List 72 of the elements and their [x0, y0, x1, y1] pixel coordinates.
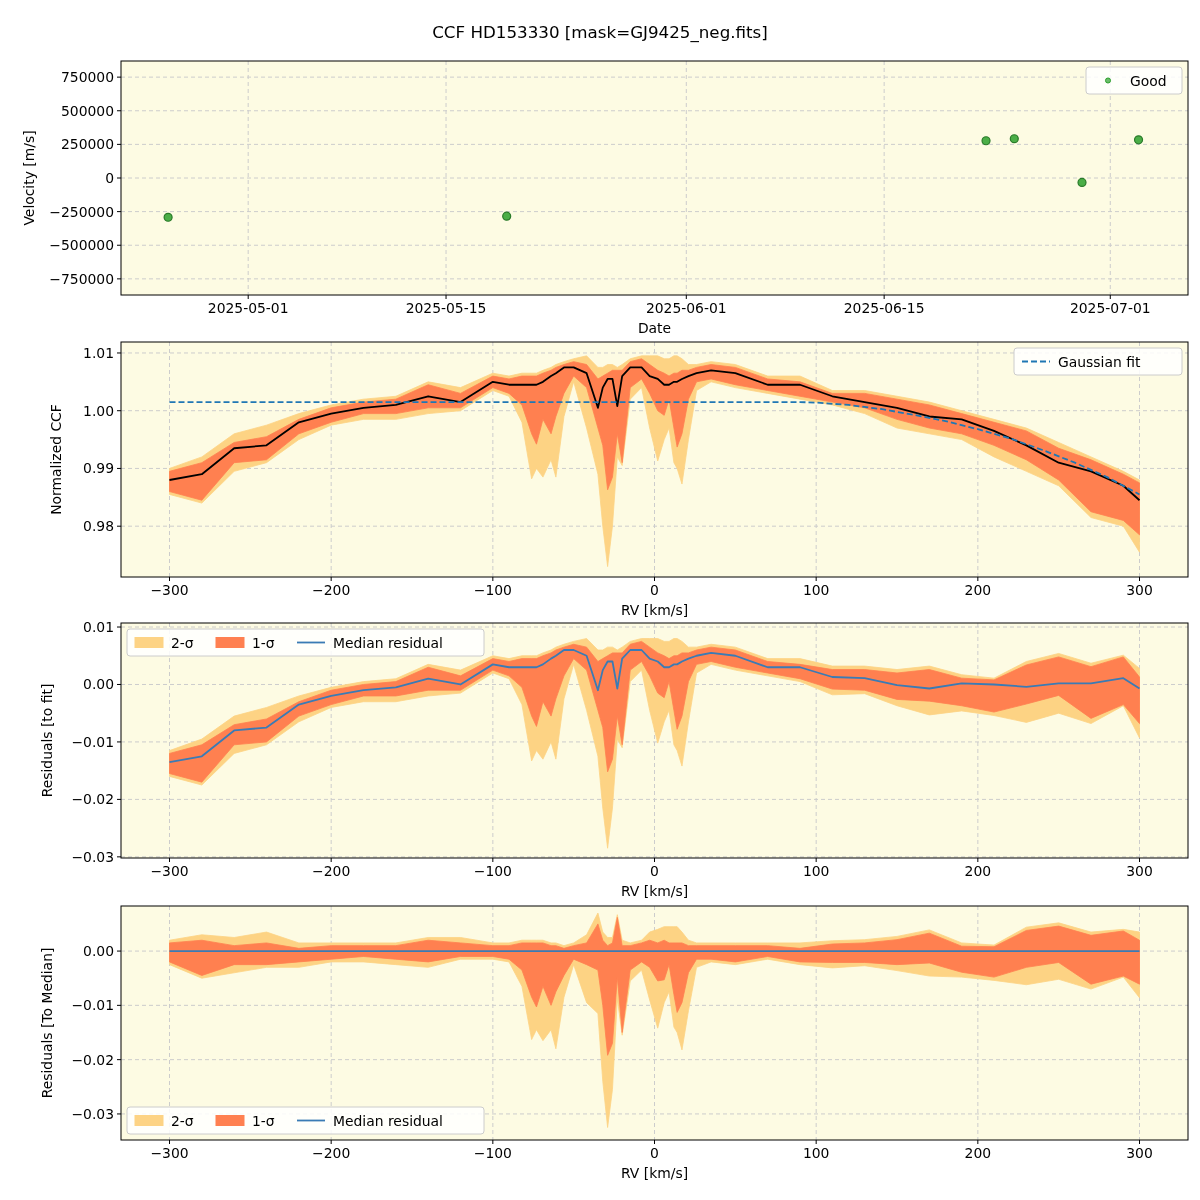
x-tick-label: −100 [473, 1145, 512, 1161]
legend-label: 2-σ [171, 1112, 194, 1129]
y-tick-label: 0.00 [83, 943, 114, 960]
x-tick-label: 0 [650, 863, 659, 879]
y-axis-title: Residuals [to fit] [39, 683, 55, 798]
x-tick-label: 100 [802, 1145, 830, 1161]
x-tick-label: −200 [312, 582, 351, 598]
y-tick-label: 1.00 [83, 402, 114, 419]
y-tick-label: −500000 [49, 237, 114, 254]
y-axis-title: Normalized CCF [48, 404, 64, 515]
y-tick-label: 1.01 [83, 344, 114, 361]
line-series [168, 366, 1141, 502]
x-tick-label: 300 [1126, 1145, 1153, 1161]
y-tick-label: 250000 [60, 136, 114, 153]
x-tick-label: −300 [150, 1145, 189, 1161]
y-tick-label: −0.03 [71, 1105, 114, 1122]
legend-label: Gaussian fit [1058, 353, 1141, 370]
chart-title: CCF HD153330 [mask=GJ9425_neg.fits] [432, 22, 768, 43]
x-axis-title: Date [637, 320, 672, 336]
x-tick-label: 2025-05-01 [207, 300, 289, 316]
y-tick-label: 0.99 [83, 460, 114, 477]
y-tick-label: −250000 [49, 203, 114, 220]
x-tick-label: 0 [650, 582, 659, 598]
y-tick-label: −0.01 [71, 997, 114, 1014]
x-tick-label: −300 [150, 582, 189, 598]
x-tick-label: 300 [1126, 863, 1153, 879]
point [1077, 177, 1087, 188]
legend-label: Median residual [333, 634, 443, 651]
x-tick-label: 200 [964, 1145, 992, 1161]
x-tick-label: 100 [802, 582, 830, 598]
legend-label: Good [1130, 72, 1167, 89]
legend-label: Median residual [333, 1112, 443, 1129]
x-axis-title: RV [km/s] [620, 602, 689, 618]
x-tick-label: −100 [473, 863, 512, 879]
x-axis-title: RV [km/s] [620, 1165, 689, 1181]
y-tick-label: 500000 [60, 102, 114, 119]
y-tick-label: −0.02 [71, 791, 114, 808]
line-series [168, 649, 1141, 763]
x-tick-label: −100 [473, 582, 512, 598]
point [1009, 134, 1019, 144]
y-tick-label: 0.00 [83, 676, 114, 693]
x-tick-label: 200 [964, 863, 992, 879]
line-series [168, 401, 1141, 496]
x-tick-label: 2025-07-01 [1069, 300, 1151, 316]
y-tick-label: −0.02 [71, 1051, 114, 1068]
legend-label: 1-σ [252, 1112, 275, 1129]
x-tick-label: 200 [964, 582, 992, 598]
y-axis-title: Velocity [m/s] [21, 130, 37, 226]
x-tick-label: 0 [650, 1145, 659, 1161]
point [502, 211, 512, 221]
y-tick-label: 0 [105, 170, 114, 186]
y-tick-label: −0.01 [71, 733, 114, 750]
point [981, 136, 991, 146]
x-tick-label: 2025-06-01 [645, 300, 727, 316]
legend-label: 2-σ [171, 634, 194, 651]
point [1133, 135, 1144, 145]
x-axis-title: RV [km/s] [620, 883, 689, 899]
x-tick-label: −200 [312, 1145, 351, 1161]
y-axis-title: Residuals [To Median] [39, 947, 55, 1099]
x-tick-label: 100 [802, 863, 830, 879]
legend-label: 1-σ [252, 634, 275, 651]
y-tick-label: −0.03 [71, 848, 114, 865]
y-tick-label: −750000 [49, 270, 114, 287]
x-tick-label: −200 [312, 863, 351, 879]
x-tick-label: 2025-06-15 [843, 300, 925, 316]
point [163, 212, 173, 222]
y-tick-label: 750000 [60, 69, 114, 86]
x-tick-label: 300 [1126, 582, 1153, 598]
x-tick-label: −300 [150, 863, 189, 879]
x-tick-label: 2025-05-15 [405, 300, 487, 316]
y-tick-label: 0.01 [83, 619, 114, 636]
y-tick-label: 0.98 [83, 518, 114, 535]
